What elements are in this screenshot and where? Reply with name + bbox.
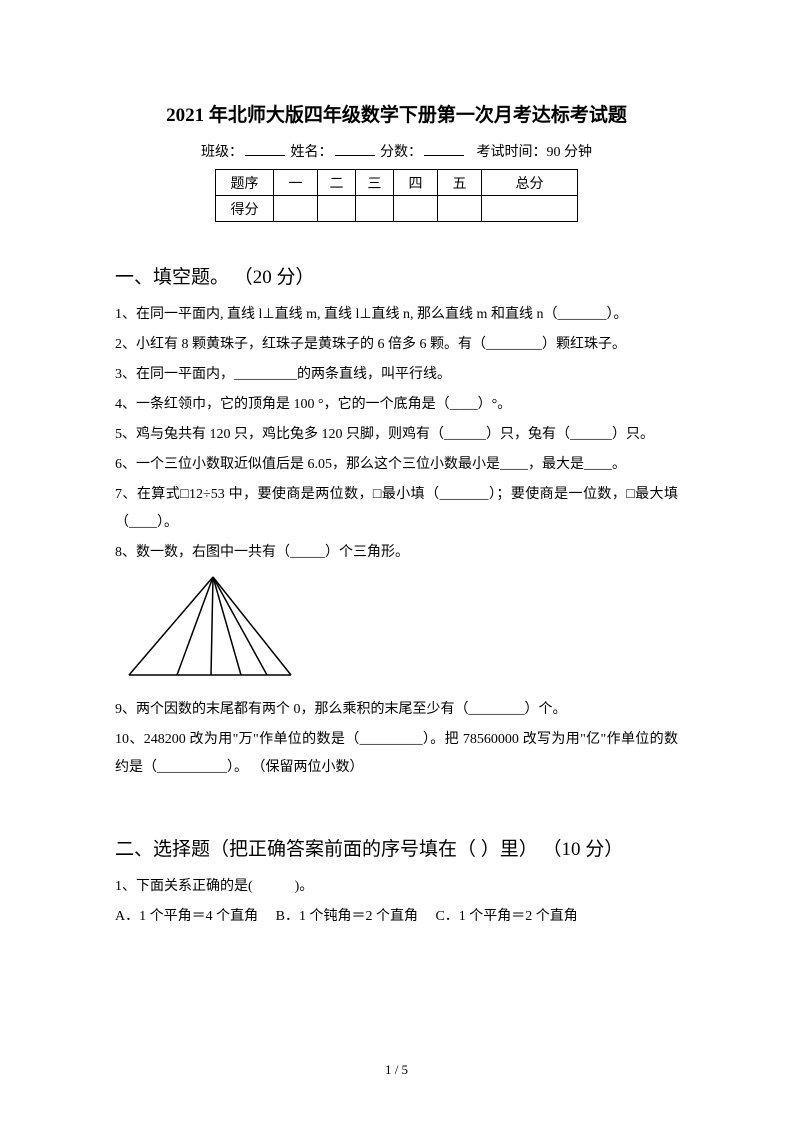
triangle-figure bbox=[125, 573, 678, 690]
info-line: 班级： 姓名： 分数： 考试时间：90 分钟 bbox=[115, 141, 678, 161]
class-label: 班级： bbox=[201, 145, 243, 160]
name-blank bbox=[335, 155, 375, 156]
td-blank bbox=[394, 196, 438, 222]
td-blank bbox=[318, 196, 356, 222]
score-table: 题序 一 二 三 四 五 总分 得分 bbox=[215, 169, 578, 222]
th-seq: 题序 bbox=[216, 170, 274, 196]
s2-q1-options: A．1 个平角＝4 个直角 B．1 个钝角＝2 个直角 C．1 个平角＝2 个直… bbox=[115, 903, 678, 931]
score-blank bbox=[424, 155, 464, 156]
table-row: 题序 一 二 三 四 五 总分 bbox=[216, 170, 578, 196]
q9: 9、两个因数的末尾都有两个 0，那么乘积的末尾至少有（________）个。 bbox=[115, 696, 678, 724]
th-5: 五 bbox=[438, 170, 482, 196]
page-title: 2021 年北师大版四年级数学下册第一次月考达标考试题 bbox=[115, 100, 678, 127]
td-blank bbox=[438, 196, 482, 222]
th-4: 四 bbox=[394, 170, 438, 196]
q7: 7、在算式□12÷53 中，要使商是两位数，□最小填（_______）；要使商是… bbox=[115, 481, 678, 537]
table-row: 得分 bbox=[216, 196, 578, 222]
th-2: 二 bbox=[318, 170, 356, 196]
section-2-body: 1、下面关系正确的是( )。 A．1 个平角＝4 个直角 B．1 个钝角＝2 个… bbox=[115, 873, 678, 931]
score-label: 分数： bbox=[380, 145, 422, 160]
name-label: 姓名： bbox=[291, 145, 333, 160]
opt-a: A．1 个平角＝4 个直角 bbox=[115, 909, 258, 924]
td-blank bbox=[274, 196, 318, 222]
section-2-title: 二、选择题（把正确答案前面的序号填在（ ）里） （10 分） bbox=[115, 834, 678, 861]
th-total: 总分 bbox=[482, 170, 578, 196]
q6: 6、一个三位小数取近似值后是 6.05，那么这个三位小数最小是____，最大是_… bbox=[115, 451, 678, 479]
section-1-title: 一、填空题。 （20 分） bbox=[115, 262, 678, 289]
td-score-label: 得分 bbox=[216, 196, 274, 222]
q8: 8、数一数，右图中一共有（_____）个三角形。 bbox=[115, 539, 678, 567]
q2: 2、小红有 8 颗黄珠子，红珠子是黄珠子的 6 倍多 6 颗。有（_______… bbox=[115, 331, 678, 359]
class-blank bbox=[245, 155, 285, 156]
q4: 4、一条红领巾，它的顶角是 100 °，它的一个底角是（____）°。 bbox=[115, 391, 678, 419]
q5: 5、鸡与兔共有 120 只，鸡比兔多 120 只脚，则鸡有（______）只，兔… bbox=[115, 421, 678, 449]
s2-q1: 1、下面关系正确的是( )。 bbox=[115, 873, 678, 901]
q3: 3、在同一平面内，_________的两条直线，叫平行线。 bbox=[115, 361, 678, 389]
page-number: 1 / 5 bbox=[0, 1062, 793, 1078]
th-1: 一 bbox=[274, 170, 318, 196]
q10: 10、248200 改为用"万"作单位的数是（_________）。把 7856… bbox=[115, 726, 678, 782]
time-label: 考试时间：90 分钟 bbox=[477, 145, 593, 160]
triangle-icon bbox=[125, 573, 295, 679]
th-3: 三 bbox=[356, 170, 394, 196]
td-blank bbox=[356, 196, 394, 222]
section-1-body: 1、在同一平面内, 直线 l⊥直线 m, 直线 l⊥直线 n, 那么直线 m 和… bbox=[115, 301, 678, 782]
td-blank bbox=[482, 196, 578, 222]
q1: 1、在同一平面内, 直线 l⊥直线 m, 直线 l⊥直线 n, 那么直线 m 和… bbox=[115, 301, 678, 329]
opt-c: C．1 个平角＝2 个直角 bbox=[435, 909, 577, 924]
opt-b: B．1 个钝角＝2 个直角 bbox=[276, 909, 418, 924]
